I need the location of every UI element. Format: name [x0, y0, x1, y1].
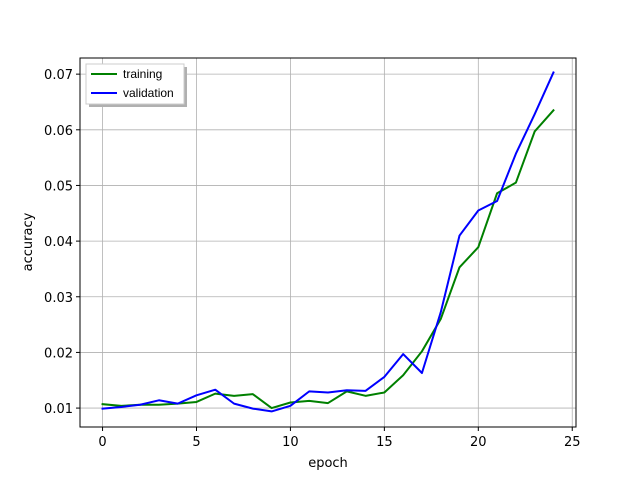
y-tick-label: 0.03 [44, 291, 73, 306]
plot-frame [79, 57, 577, 428]
x-tick-label: 15 [376, 435, 393, 450]
legend: training validation [85, 63, 187, 107]
x-tick-label: 20 [470, 435, 487, 450]
y-tick-label: 0.06 [44, 124, 73, 139]
series-line-validation [101, 71, 555, 413]
x-axis-label: epoch [308, 456, 348, 471]
y-axis: 0.01 0.02 0.03 0.04 0.05 0.06 0.07 [44, 68, 80, 417]
x-tick-label: 10 [282, 435, 299, 450]
y-tick-label: 0.01 [44, 402, 73, 417]
y-tick-label: 0.05 [44, 179, 73, 194]
legend-box [85, 63, 185, 105]
x-tick-label: 25 [564, 435, 581, 450]
y-tick-label: 0.04 [44, 235, 73, 250]
legend-label-validation: validation [123, 86, 174, 100]
x-tick-label: 5 [192, 435, 200, 450]
legend-label-training: training [123, 67, 162, 81]
y-tick-label: 0.02 [44, 346, 73, 361]
series-group [101, 71, 555, 413]
x-axis: 0 5 10 15 20 25 [98, 427, 581, 450]
x-tick-label: 0 [98, 435, 106, 450]
grid [80, 58, 576, 427]
y-axis-label: accuracy [21, 212, 36, 271]
y-tick-label: 0.07 [44, 68, 73, 83]
